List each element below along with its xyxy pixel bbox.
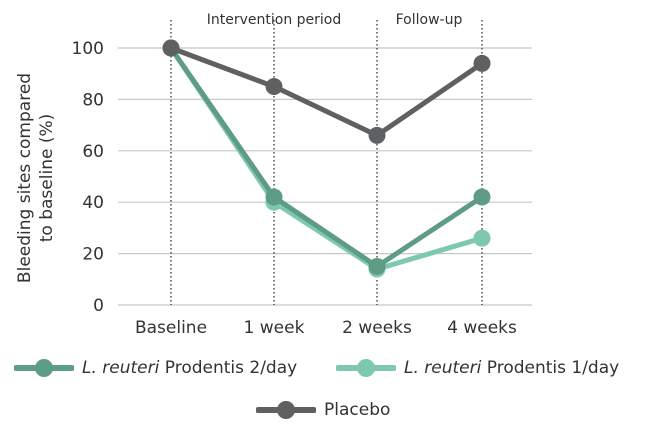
line-chart: 0 20 40 60 80 100 Intervention period Follow-up… [15,12,532,338]
point-placebo-1 [265,78,283,96]
series-line-p2 [168,45,485,269]
annotation-1: Follow-up [396,12,463,28]
legend-label-placebo: Placebo [324,400,391,420]
point-placebo-2 [368,126,386,144]
legend-item-prodentis-2day: L. reuteri Prodentis 2/day [14,358,297,378]
y-tick-label-0: 0 [93,296,104,316]
annotation-0: Intervention period [207,12,342,28]
y-tick-label-60: 60 [82,142,104,162]
legend-label-prodentis-2day: L. reuteri Prodentis 2/day [82,358,298,378]
x-tick-label-1: 1 week [244,318,305,338]
x-tick-label-2: 2 weeks [342,318,412,338]
series-line-placebo [168,45,485,138]
y-tick-label-20: 20 [82,245,104,265]
y-axis-label-line1: Bleeding sites compared [15,73,35,283]
point-placebo-0 [162,39,180,57]
x-tick-label-3: 4 weeks [447,318,517,338]
point-p2-1 [265,188,283,206]
series-line-p1 [168,45,485,272]
y-tick-label-100: 100 [72,39,104,59]
point-p2-2 [368,257,386,275]
legend-marker-prodentis-1day [336,359,396,377]
legend-label-prodentis-1day: L. reuteri Prodentis 1/day [404,358,620,378]
legend-item-prodentis-1day: L. reuteri Prodentis 1/day [336,358,619,378]
y-tick-label-40: 40 [82,193,104,213]
point-placebo-3 [473,54,491,72]
legend-item-placebo: Placebo [256,400,390,420]
point-p1-3 [473,229,491,247]
legend-marker-placebo [256,401,316,419]
y-axis-label-line2: to baseline (%) [37,114,57,243]
y-tick-label-80: 80 [82,90,104,110]
x-tick-label-0: Baseline [135,318,207,338]
legend-marker-prodentis-2day [14,359,74,377]
point-p2-3 [473,188,491,206]
